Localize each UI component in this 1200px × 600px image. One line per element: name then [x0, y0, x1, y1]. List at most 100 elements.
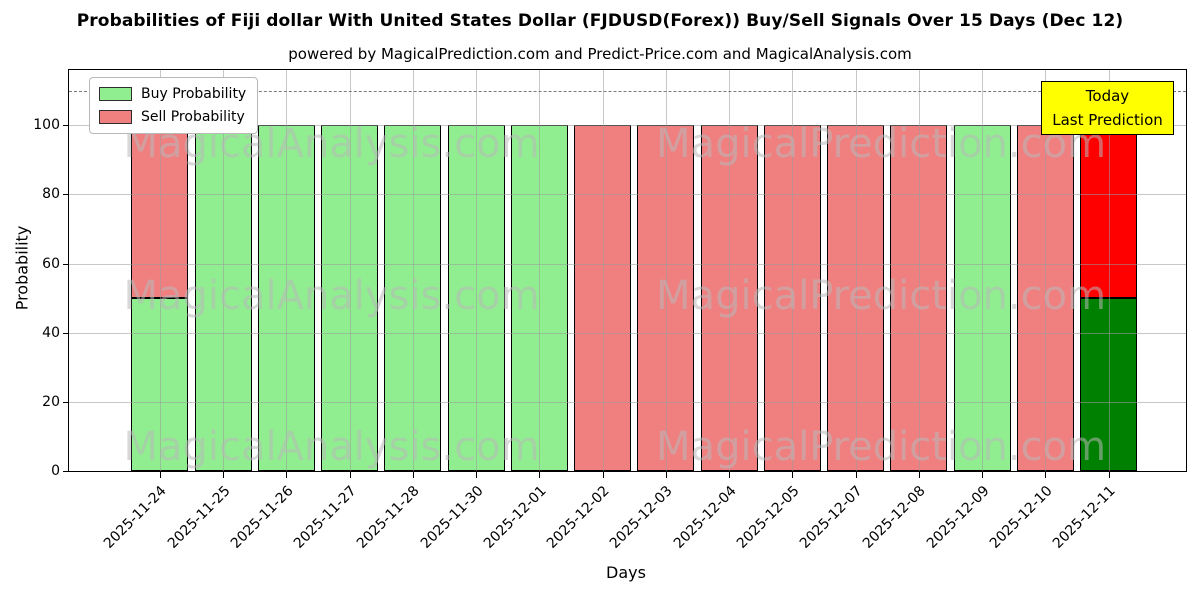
v-gridline — [476, 70, 478, 471]
x-tick-mark — [855, 472, 857, 478]
buy-bar-segment — [257, 125, 315, 471]
x-tick-label: 2025-12-01 — [480, 483, 550, 552]
x-tick-mark — [729, 472, 731, 478]
x-tick-label: 2025-12-09 — [923, 483, 993, 552]
x-tick-label: 2025-11-30 — [417, 483, 487, 552]
y-tick-label: 0 — [51, 463, 60, 479]
v-gridline — [286, 70, 288, 471]
h-gridline — [69, 194, 1186, 196]
x-tick-mark — [918, 472, 920, 478]
y-tick-mark — [63, 471, 69, 472]
buy-bar-segment — [1080, 298, 1138, 471]
buy-bar-segment — [194, 125, 252, 471]
v-gridline — [982, 70, 984, 471]
x-tick-label: 2025-12-02 — [544, 483, 613, 552]
x-axis-label: Days — [606, 563, 646, 582]
x-tick-label: 2025-11-28 — [354, 483, 424, 552]
sell-swatch-icon — [99, 110, 132, 124]
watermark-left: MagicalAnalysis.com — [123, 424, 540, 470]
chart-title: Probabilities of Fiji dollar With United… — [76, 11, 1124, 31]
y-tick-label: 80 — [42, 186, 60, 203]
x-tick-label: 2025-12-11 — [1050, 483, 1119, 552]
h-gridline — [69, 263, 1186, 265]
x-tick-label: 2025-11-26 — [227, 483, 297, 552]
x-tick-mark — [349, 472, 351, 478]
x-tick-mark — [1108, 472, 1110, 478]
today-annotation-line2: Last Prediction — [1052, 111, 1163, 129]
legend: Buy Probability Sell Probability — [89, 77, 259, 134]
x-tick-mark — [792, 472, 794, 478]
v-gridline — [602, 70, 604, 471]
legend-item-buy: Buy Probability — [99, 86, 246, 102]
sell-bar-segment — [131, 125, 189, 299]
x-tick-mark — [602, 472, 604, 478]
v-gridline — [349, 70, 351, 471]
x-tick-label: 2025-12-07 — [797, 483, 866, 552]
today-dashed-line — [69, 90, 1186, 92]
buy-bar-segment — [384, 125, 442, 471]
y-tick-mark — [63, 194, 69, 196]
watermark-left: MagicalAnalysis.com — [123, 273, 540, 319]
buy-bar-segment — [131, 298, 189, 471]
today-annotation-box: Today Last Prediction — [1041, 81, 1174, 135]
x-tick-label: 2025-12-04 — [670, 483, 740, 552]
x-tick-mark — [159, 472, 161, 478]
watermark-right: MagicalPrediction.com — [656, 273, 1107, 319]
x-tick-mark — [539, 472, 541, 478]
x-tick-mark — [476, 472, 478, 478]
x-tick-label: 2025-11-27 — [291, 483, 360, 552]
x-tick-mark — [286, 472, 288, 478]
y-tick-mark — [63, 332, 69, 334]
legend-label-buy: Buy Probability — [141, 86, 247, 102]
sell-bar-segment — [637, 125, 695, 471]
x-tick-label: 2025-12-05 — [733, 483, 803, 552]
x-tick-mark — [223, 472, 225, 478]
v-gridline — [539, 70, 541, 471]
x-tick-label: 2025-11-24 — [101, 483, 171, 552]
buy-bar-segment — [510, 125, 568, 471]
v-gridline — [665, 70, 667, 471]
sell-bar-segment — [574, 125, 632, 471]
x-tick-label: 2025-12-10 — [986, 483, 1056, 552]
y-axis-label: Probability — [12, 225, 32, 311]
buy-bar-segment — [953, 125, 1011, 471]
x-tick-mark — [412, 472, 414, 478]
today-annotation-line1: Today — [1085, 87, 1130, 105]
y-tick-label: 40 — [42, 324, 60, 341]
x-tick-label: 2025-11-25 — [164, 483, 234, 552]
watermark-right: MagicalPrediction.com — [656, 424, 1107, 470]
x-tick-mark — [1045, 472, 1047, 478]
legend-item-sell: Sell Probability — [99, 109, 246, 125]
y-tick-label: 60 — [42, 255, 60, 272]
x-tick-label: 2025-12-03 — [607, 483, 677, 552]
y-tick-mark — [63, 401, 69, 403]
y-tick-mark — [63, 125, 69, 127]
y-tick-label: 20 — [42, 393, 60, 410]
y-tick-mark — [63, 263, 69, 265]
v-gridline — [412, 70, 414, 471]
v-gridline — [855, 70, 857, 471]
plot-area: MagicalAnalysis.com MagicalPrediction.com… — [33, 69, 1187, 552]
h-gridline — [69, 401, 1186, 403]
chart-subtitle: powered by MagicalPrediction.com and Pre… — [288, 45, 912, 63]
buy-swatch-icon — [99, 87, 132, 101]
sell-bar-segment — [1080, 125, 1138, 299]
sell-bar-segment — [890, 125, 948, 471]
buy-bar-segment — [447, 125, 505, 471]
v-gridline — [918, 70, 920, 471]
watermark-right: MagicalPrediction.com — [656, 121, 1107, 167]
sell-bar-segment — [763, 125, 821, 471]
sell-bar-segment — [827, 125, 885, 471]
h-gridline — [69, 332, 1186, 334]
buy-bar-segment — [321, 125, 379, 471]
x-tick-label: 2025-12-08 — [860, 483, 930, 552]
x-tick-mark — [665, 472, 667, 478]
x-tick-mark — [982, 472, 984, 478]
v-gridline — [792, 70, 794, 471]
sell-bar-segment — [700, 125, 758, 471]
legend-label-sell: Sell Probability — [141, 109, 245, 125]
sell-bar-segment — [1016, 125, 1074, 471]
v-gridline — [729, 70, 731, 471]
y-tick-label: 100 — [33, 117, 60, 134]
